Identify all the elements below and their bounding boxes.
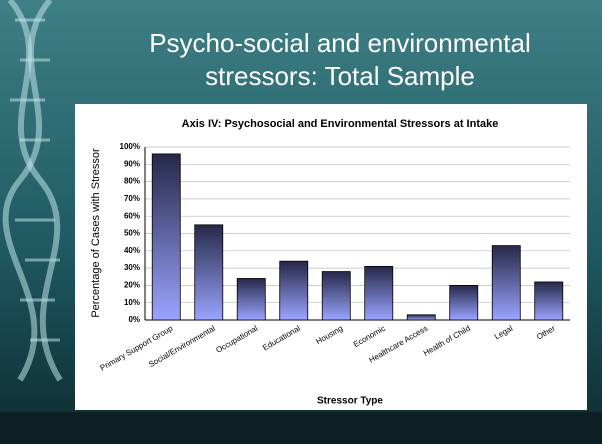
y-tick-label: 20% (124, 281, 140, 290)
bar (321, 271, 351, 321)
y-tick-label: 50% (124, 229, 140, 238)
y-tick-label: 70% (124, 194, 140, 203)
y-axis-label: Percentage of Cases with Stressor (90, 148, 102, 318)
bar (151, 153, 181, 321)
slide-title: stressors: Total Sample (205, 61, 475, 91)
bar (406, 314, 436, 321)
footer-band (0, 412, 602, 444)
bar (279, 260, 309, 321)
bar (449, 284, 479, 321)
y-tick-label: 0% (128, 315, 140, 324)
y-tick-label: 80% (124, 177, 140, 186)
bar (534, 281, 564, 321)
y-tick-label: 60% (124, 211, 140, 220)
slide-title: Psycho-social and environmental (149, 28, 531, 58)
bar (491, 245, 521, 321)
bar (236, 278, 266, 321)
bar (364, 265, 394, 321)
dna-decoration (2, 0, 63, 382)
bar (194, 224, 224, 321)
chart-title: Axis IV: Psychosocial and Environmental … (182, 118, 499, 130)
y-tick-label: 30% (124, 263, 140, 272)
y-tick-label: 10% (124, 298, 140, 307)
x-axis-label: Stressor Type (317, 396, 383, 407)
y-tick-label: 90% (124, 159, 140, 168)
y-tick-label: 100% (120, 142, 140, 151)
y-tick-label: 40% (124, 246, 140, 255)
